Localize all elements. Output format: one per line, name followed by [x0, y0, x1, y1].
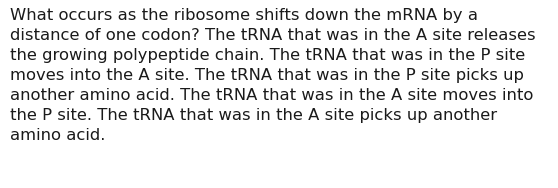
Text: What occurs as the ribosome shifts down the mRNA by a
distance of one codon? The: What occurs as the ribosome shifts down … [10, 8, 536, 143]
